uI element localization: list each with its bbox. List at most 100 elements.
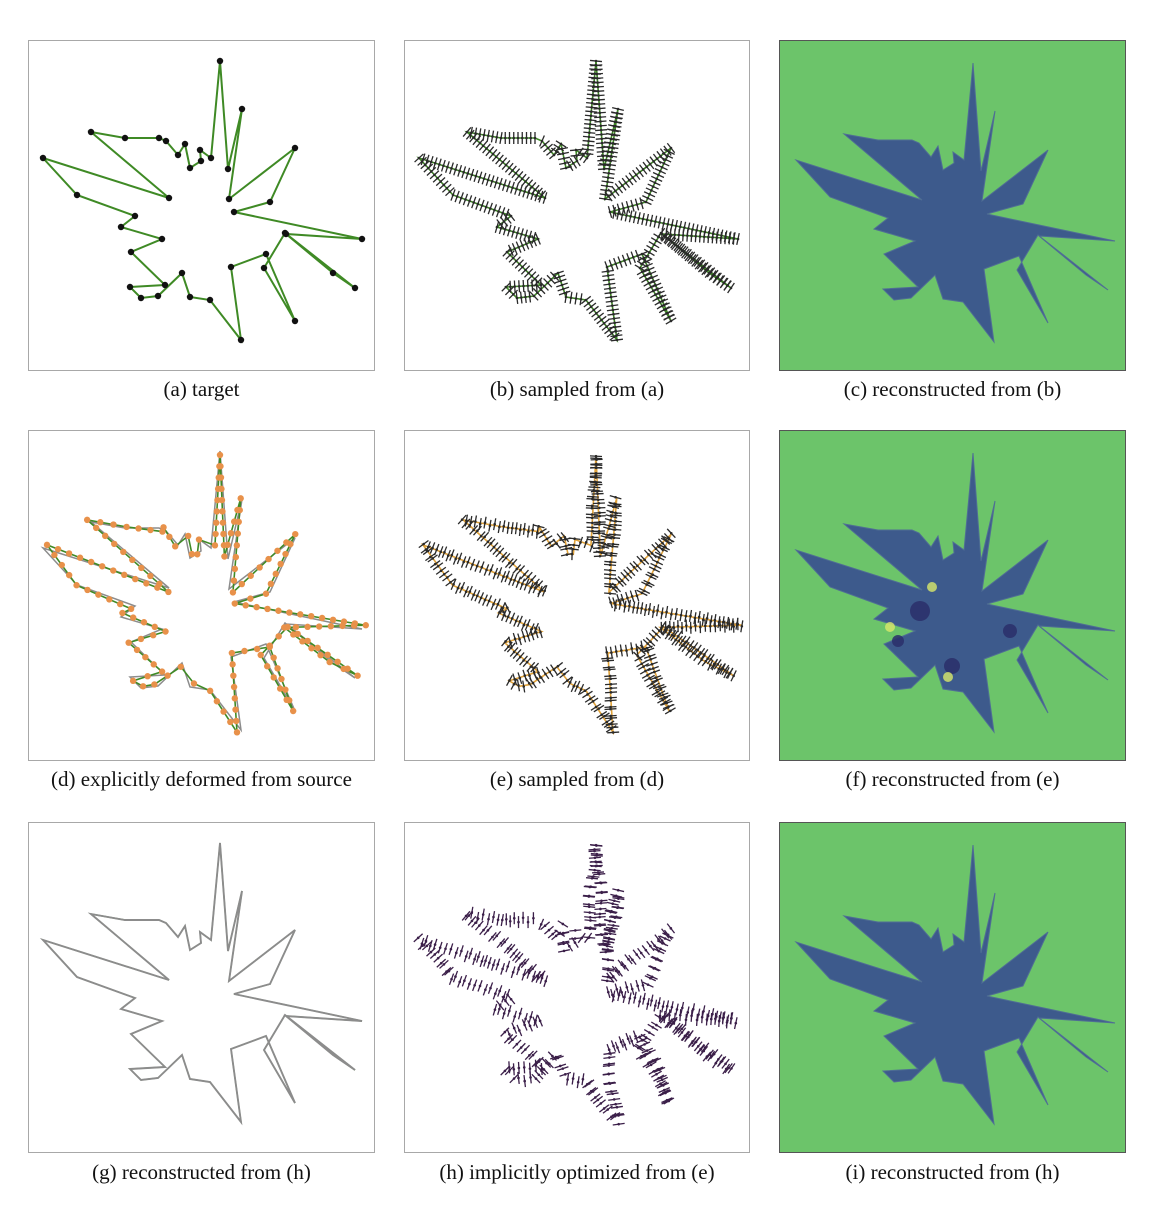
sample-b-sample-point — [486, 134, 490, 138]
sample-b-sample-point — [608, 210, 612, 214]
sample-b-sample-point — [687, 254, 691, 258]
sample-b-sample-point — [506, 217, 509, 221]
sample-e-sample-point — [512, 650, 516, 654]
sample-h-sample-point — [531, 967, 534, 971]
sample-e-sample-point — [564, 547, 568, 551]
deformed-vertex — [216, 451, 224, 459]
sample-e-sample-point — [598, 520, 601, 524]
sample-h-sample-point — [714, 1061, 718, 1065]
sample-h-sample-point — [660, 1078, 664, 1082]
sample-b-sample-point — [638, 266, 642, 270]
sample-b-sample-point — [536, 291, 539, 295]
sample-b-sample-point — [578, 151, 581, 154]
sample-b-sample-point — [690, 234, 693, 238]
deformed-vertex — [265, 555, 272, 563]
deformed-vertex — [340, 618, 348, 625]
sample-b-sample-point — [560, 283, 564, 287]
sample-h-sample-point — [625, 985, 629, 989]
sample-e-sample-point — [609, 560, 612, 564]
sample-b-sample-point — [601, 150, 605, 154]
sample-b-sample-point — [562, 157, 566, 160]
sample-b-sample-point — [600, 137, 604, 141]
sample-b-sample-point — [528, 235, 532, 238]
sample-e-sample-point — [660, 612, 664, 615]
deformed-vertex — [340, 665, 347, 673]
sample-b-sample-point — [476, 202, 480, 206]
sample-h-sample-point — [482, 928, 485, 932]
sample-e-sample-point — [501, 555, 505, 559]
sample-h-sample-point — [518, 1012, 522, 1015]
sample-e-sample-point — [614, 650, 618, 653]
sample-b-sample-point — [693, 257, 696, 261]
sample-h-sample-point — [520, 962, 524, 965]
sample-e-sample-point — [492, 603, 495, 606]
sample-h-sample-point — [722, 1015, 726, 1019]
sample-b-sample-point — [704, 268, 707, 272]
sample-b-sample-point — [614, 116, 618, 119]
sample-e-sample-point — [666, 706, 670, 709]
sample-e-sample-point — [597, 529, 601, 533]
sample-e-sample-point — [452, 582, 455, 586]
target-vertex — [358, 235, 366, 243]
deformed-vertex — [262, 590, 270, 597]
sample-b-sample-point — [446, 165, 449, 169]
sample-e-sample-point — [614, 514, 618, 517]
deformed-vertex — [274, 547, 281, 554]
sample-h-sample-point — [605, 979, 609, 983]
sample-e-sample-point — [590, 545, 594, 548]
sample-b-sample-point — [631, 176, 635, 179]
sample-h-sample-point — [547, 1062, 551, 1065]
sample-e-sample-point — [525, 660, 529, 664]
sample-b-sample-point — [678, 225, 682, 229]
sample-e-sample-point — [591, 495, 595, 499]
sample-e-sample-point — [611, 505, 615, 508]
caption-c: (c) reconstructed from (b) — [843, 377, 1062, 401]
sample-e-sample-point — [431, 557, 434, 560]
sample-h-sample-point — [650, 999, 653, 1002]
sample-b-sample-point — [594, 59, 598, 63]
deformed-vertex — [270, 674, 277, 681]
sample-h-sample-point — [612, 924, 615, 927]
sample-e-sample-point — [504, 556, 508, 560]
sample-h-sample-point — [609, 910, 612, 914]
sample-e-sample-point — [645, 646, 649, 650]
sample-h-sample-point — [615, 1105, 619, 1109]
sample-e-sample-point — [639, 649, 643, 652]
sample-h-sample-point — [478, 984, 482, 988]
sample-h-sample-point — [719, 1060, 723, 1064]
deformed-vertex — [235, 518, 242, 526]
sample-b-sample-point — [495, 135, 499, 139]
sample-b-sample-point — [514, 259, 518, 263]
sample-e-sample-point — [597, 707, 601, 710]
target-vertex — [291, 144, 299, 152]
sample-b-sample-point — [736, 237, 740, 241]
deformed-vertex — [159, 528, 166, 535]
sample-b-sample-point — [590, 106, 593, 109]
sample-e-sample-point — [535, 677, 539, 680]
target-vertex — [207, 154, 215, 162]
target-vertex — [291, 317, 299, 325]
sample-e-sample-point — [640, 591, 644, 595]
sample-h-sample-point — [470, 919, 474, 923]
sample-b-sample-point — [458, 169, 461, 173]
sample-b-sample-point — [595, 312, 598, 315]
sample-e-sample-point — [522, 527, 526, 531]
sdf-inside-region — [794, 452, 1116, 734]
sample-e-sample-point — [656, 608, 659, 612]
deformed-vertex — [351, 620, 359, 627]
sample-b-sample-point — [595, 76, 599, 80]
sample-e-sample-point — [522, 685, 526, 688]
sample-e-sample-point — [654, 547, 658, 551]
sample-b-sample-point — [610, 192, 614, 195]
sample-b-sample-point — [707, 271, 711, 275]
sample-h-sample-point — [512, 1077, 516, 1080]
sample-e-sample-point — [608, 568, 612, 572]
sample-h-sample-point — [576, 1080, 580, 1084]
sample-h-sample-point — [663, 932, 667, 935]
sample-e-sample-point — [643, 558, 647, 562]
sample-b-sample-point — [648, 251, 651, 254]
sample-e-sample-point — [483, 598, 487, 602]
sample-e-sample-point — [704, 659, 708, 663]
sample-b-sample-point — [564, 166, 568, 170]
sample-b-sample-point — [450, 167, 453, 170]
